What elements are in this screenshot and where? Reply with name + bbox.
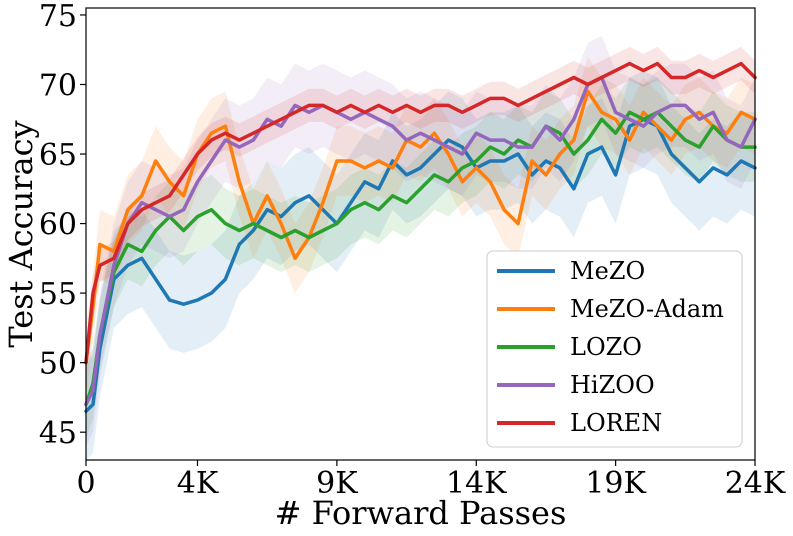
y-tick-label: 45 (39, 416, 77, 451)
y-axis-label: Test Accuracy (2, 120, 40, 347)
legend: MeZO MeZO-Adam LOZO HiZOO LOREN (486, 250, 743, 448)
legend-label: MeZO-Adam (570, 295, 724, 323)
x-tick-label: 4K (177, 466, 219, 501)
series-line-loren (84, 61, 757, 365)
legend-label: LOZO (570, 333, 642, 361)
band-lozo (86, 77, 755, 440)
y-tick-label: 75 (39, 0, 77, 34)
y-tick-label: 60 (39, 208, 77, 243)
x-tick-label: 19K (585, 466, 646, 501)
axis-ticks: 0 4K 9K 14K 19K 24K 45 50 55 60 65 70 75 (39, 0, 786, 501)
legend-label: LOREN (570, 409, 662, 437)
series-lines (84, 61, 757, 414)
legend-items: MeZO MeZO-Adam LOZO HiZOO LOREN (497, 257, 724, 437)
x-tick-label: 0 (76, 466, 95, 501)
series-line-lozo (84, 110, 757, 407)
y-tick-label: 50 (39, 347, 77, 382)
y-tick-label: 65 (39, 138, 77, 173)
band-loren (86, 46, 755, 380)
band-mezo (86, 70, 755, 460)
band-mezo-adam (86, 56, 755, 398)
y-tick-label: 70 (39, 68, 77, 103)
legend-label: HiZOO (570, 371, 655, 399)
series-line-hizoo (84, 75, 757, 407)
y-tick-label: 55 (39, 277, 77, 312)
legend-label: MeZO (570, 257, 645, 285)
x-tick-label: 24K (725, 466, 786, 501)
x-tick-label: 14K (446, 466, 507, 501)
x-tick-label: 9K (316, 466, 358, 501)
plot-frame (85, 7, 756, 461)
legend-box (486, 250, 743, 448)
x-axis-label: # Forward Passes (275, 494, 567, 532)
